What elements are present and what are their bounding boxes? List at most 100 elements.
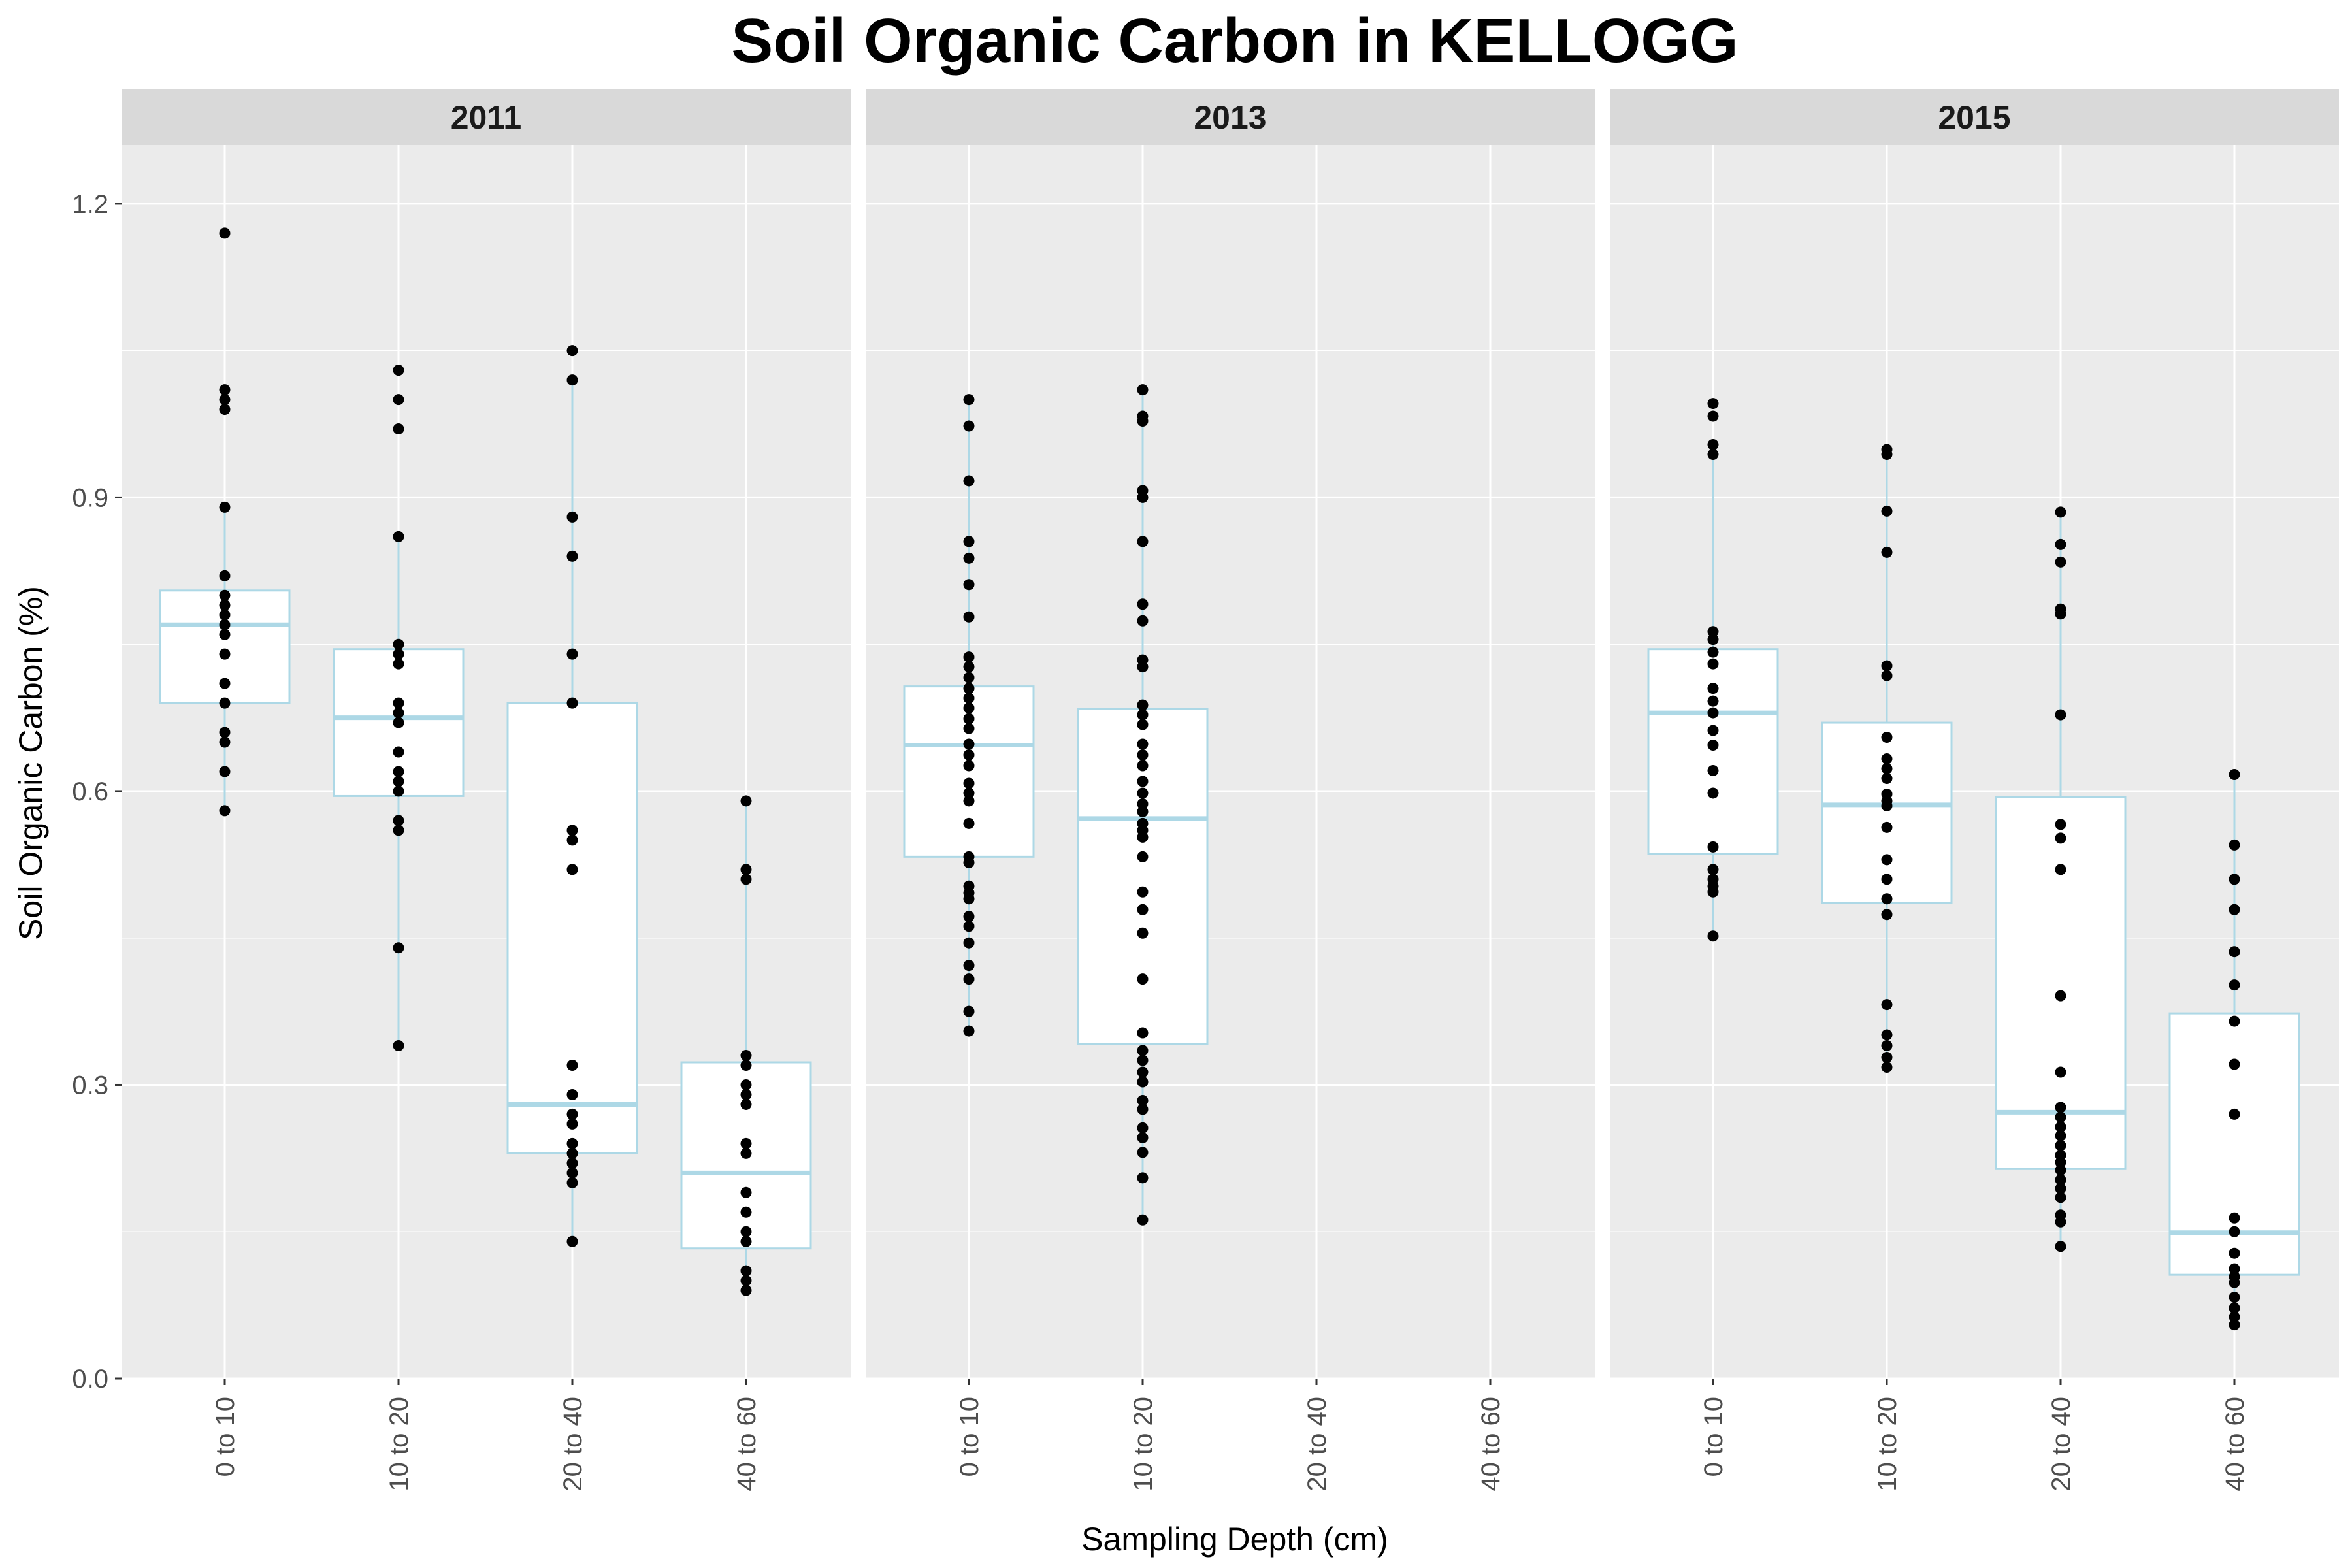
data-point bbox=[393, 423, 404, 435]
facet-panels: 2011 0 to 10 10 to 20 20 to 40 40 to 60 2013 0… bbox=[122, 89, 2339, 1492]
data-point bbox=[219, 805, 231, 817]
data-point bbox=[219, 609, 231, 621]
data-point bbox=[1707, 634, 1719, 645]
boxplot-2011-10-to-20 bbox=[333, 365, 465, 1052]
data-point bbox=[1707, 626, 1719, 638]
data-point bbox=[2055, 864, 2066, 875]
data-point bbox=[1707, 695, 1719, 707]
data-point bbox=[963, 1025, 975, 1037]
data-point bbox=[963, 420, 975, 432]
data-point bbox=[393, 746, 404, 758]
y-axis-title: Soil Organic Carbon (%) bbox=[12, 586, 49, 940]
data-point bbox=[219, 404, 231, 416]
data-point bbox=[963, 713, 975, 725]
data-point bbox=[1137, 886, 1149, 898]
data-point bbox=[1881, 1062, 1893, 1073]
data-point bbox=[963, 683, 975, 694]
data-point bbox=[393, 394, 404, 406]
facet-strip bbox=[122, 89, 851, 145]
data-point bbox=[2229, 1212, 2240, 1224]
data-point bbox=[219, 501, 231, 513]
data-point bbox=[566, 648, 578, 660]
data-point bbox=[1881, 1029, 1893, 1041]
data-point bbox=[2055, 819, 2066, 830]
data-point bbox=[2055, 1121, 2066, 1133]
data-point bbox=[2229, 1108, 2240, 1120]
data-point bbox=[740, 1206, 752, 1218]
data-point bbox=[1137, 1027, 1149, 1039]
data-point bbox=[963, 1005, 975, 1017]
x-axis-title: Sampling Depth (cm) bbox=[1081, 1521, 1388, 1558]
facet-strip bbox=[866, 89, 1595, 145]
data-point bbox=[2229, 768, 2240, 780]
data-point bbox=[393, 825, 404, 836]
data-point bbox=[2055, 1139, 2066, 1151]
data-point bbox=[1881, 893, 1893, 905]
data-point bbox=[393, 785, 404, 797]
data-point bbox=[2229, 979, 2240, 991]
data-point bbox=[2055, 1066, 2066, 1078]
data-point bbox=[2229, 946, 2240, 958]
data-point bbox=[1707, 886, 1719, 898]
data-point bbox=[566, 1147, 578, 1159]
data-point bbox=[1137, 927, 1149, 939]
data-point bbox=[219, 736, 231, 748]
data-point bbox=[1137, 904, 1149, 915]
data-point bbox=[1137, 1103, 1149, 1115]
data-point bbox=[219, 619, 231, 630]
data-point bbox=[2229, 1263, 2240, 1275]
data-point bbox=[393, 638, 404, 650]
data-point bbox=[219, 589, 231, 601]
y-tick-label: 0.3 bbox=[72, 1071, 108, 1100]
data-point bbox=[1707, 658, 1719, 670]
data-point bbox=[963, 672, 975, 683]
data-point bbox=[2055, 1174, 2066, 1186]
data-point bbox=[1881, 753, 1893, 765]
data-point bbox=[1137, 806, 1149, 817]
data-point bbox=[740, 1235, 752, 1247]
facet-label: 2015 bbox=[1938, 99, 2010, 136]
data-point bbox=[963, 723, 975, 734]
data-point bbox=[2055, 1102, 2066, 1113]
x-tick-label: 0 to 10 bbox=[1699, 1397, 1728, 1477]
panel-2011: 2011 0 to 10 10 to 20 20 to 40 40 to 60 bbox=[122, 89, 851, 1492]
box bbox=[506, 702, 638, 1154]
data-point bbox=[1707, 930, 1719, 942]
x-tick-label: 20 to 40 bbox=[1303, 1397, 1331, 1492]
data-point bbox=[1137, 416, 1149, 427]
data-point bbox=[566, 697, 578, 709]
data-point bbox=[1137, 1094, 1149, 1106]
data-point bbox=[1137, 1132, 1149, 1143]
data-point bbox=[1137, 536, 1149, 547]
data-point bbox=[219, 766, 231, 777]
y-tick-label: 0.0 bbox=[72, 1365, 108, 1394]
data-point bbox=[1881, 800, 1893, 811]
data-point bbox=[2229, 904, 2240, 915]
panel-2015: 2015 0 to 10 10 to 20 20 to 40 40 to 60 bbox=[1610, 89, 2339, 1492]
data-point bbox=[1137, 598, 1149, 610]
data-point bbox=[1137, 851, 1149, 862]
data-point bbox=[1881, 670, 1893, 681]
data-point bbox=[1137, 699, 1149, 711]
data-point bbox=[393, 697, 404, 709]
data-point bbox=[219, 384, 231, 396]
data-point bbox=[740, 864, 752, 875]
data-point bbox=[1137, 491, 1149, 503]
data-point bbox=[2055, 1183, 2066, 1194]
data-point bbox=[1137, 1214, 1149, 1226]
data-point bbox=[2055, 1130, 2066, 1141]
data-point bbox=[740, 1050, 752, 1062]
data-point bbox=[219, 648, 231, 660]
data-point bbox=[1881, 1040, 1893, 1052]
data-point bbox=[2055, 538, 2066, 550]
data-point bbox=[1707, 764, 1719, 776]
data-point bbox=[2055, 990, 2066, 1002]
data-point bbox=[2229, 1226, 2240, 1237]
data-point bbox=[1137, 1147, 1149, 1158]
data-point bbox=[1707, 410, 1719, 422]
data-point bbox=[740, 1265, 752, 1277]
data-point bbox=[219, 629, 231, 640]
data-point bbox=[1707, 841, 1719, 853]
data-point bbox=[1137, 1045, 1149, 1056]
data-point bbox=[566, 1157, 578, 1169]
